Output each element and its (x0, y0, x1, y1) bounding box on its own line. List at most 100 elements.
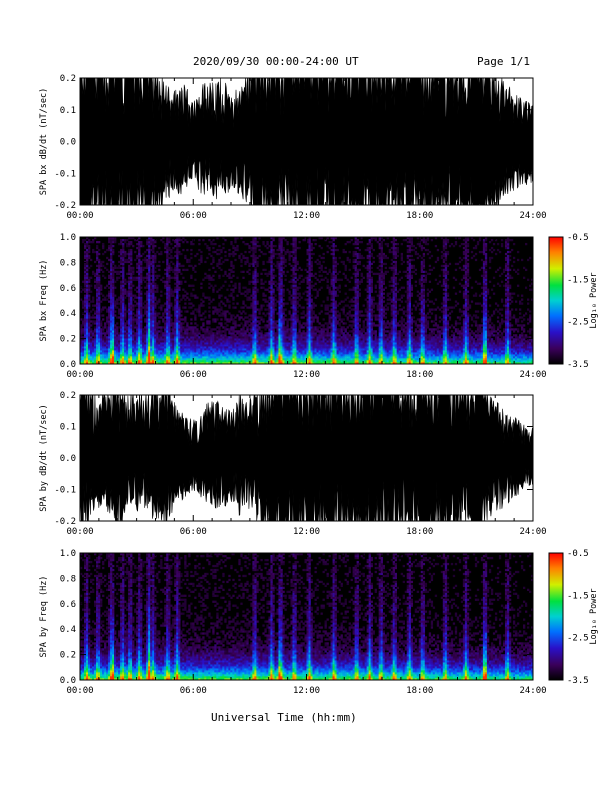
spectrogram-cell (202, 354, 205, 357)
spectrogram-cell (310, 356, 313, 359)
spectrogram-cell (140, 362, 143, 365)
spectrogram-cell (114, 360, 117, 363)
spectrogram-cell (120, 310, 123, 313)
spectrogram-cell (194, 308, 197, 311)
spectrogram-cell (286, 318, 289, 321)
spectrogram-cell (246, 256, 249, 260)
spectrogram-cell (188, 284, 191, 287)
spectrogram-cell (170, 334, 173, 337)
spectrogram-cell (108, 310, 111, 313)
spectrogram-cell (184, 342, 187, 345)
spectrogram-cell (292, 326, 295, 329)
spectrogram-cell (94, 336, 97, 339)
spectrogram-cell (258, 334, 261, 337)
spectrogram-cell (110, 316, 113, 319)
spectrogram-cell (310, 330, 313, 333)
spectrogram-cell (176, 320, 179, 323)
spectrogram-cell (128, 294, 131, 297)
spectrogram-cell (112, 336, 115, 339)
spectrogram-cell (152, 300, 155, 303)
spectrogram-cell (134, 250, 137, 254)
spectrogram-cell (278, 306, 281, 309)
spectrogram-cell (186, 328, 189, 331)
spectrogram-cell (280, 344, 283, 347)
spectrogram-cell (128, 312, 131, 315)
spectrogram-cell (256, 328, 259, 331)
spectrogram-cell (140, 326, 143, 329)
spectrogram-cell (156, 340, 159, 343)
spectrogram-cell (88, 354, 91, 357)
spectrogram-cell (202, 346, 205, 349)
spectrogram-cell (96, 322, 99, 325)
spectrogram-cell (184, 334, 187, 337)
spectrogram-cell (150, 300, 153, 303)
spectrogram-cell (278, 318, 281, 321)
spectrogram-cell (272, 322, 275, 325)
spectrogram-cell (318, 254, 321, 258)
spectrogram-cell (268, 250, 271, 254)
spectrogram-cell (106, 346, 109, 349)
spectrogram-cell (168, 338, 171, 341)
spectrogram-cell (264, 358, 267, 361)
spectrogram-cell (204, 340, 207, 343)
spectrogram-cell (110, 352, 113, 355)
spectrogram-cell (122, 342, 125, 345)
spectrogram-cell (316, 278, 319, 281)
spectrogram-cell (138, 356, 141, 359)
spectrogram-cell (234, 330, 237, 333)
spectrogram-cell (234, 334, 237, 337)
spectrogram-cell (290, 284, 293, 287)
spectrogram-cell (296, 356, 299, 359)
spectrogram-cell (176, 296, 179, 299)
spectrogram-cell (94, 344, 97, 347)
spectrogram-cell (296, 286, 299, 289)
spectrogram-cell (318, 332, 321, 335)
spectrogram-cell (136, 302, 139, 305)
spectrogram-cell (166, 348, 169, 351)
spectrogram-cell (268, 318, 271, 321)
spectrogram-cell (312, 316, 315, 319)
spectrogram-cell (314, 354, 317, 357)
spectrogram-cell (154, 336, 157, 339)
spectrogram-cell (162, 348, 165, 351)
spectrogram-cell (152, 268, 155, 272)
spectrogram-cell (96, 354, 99, 357)
spectrogram-cell (126, 328, 129, 331)
spectrogram-cell (178, 356, 181, 359)
spectrogram-cell (128, 342, 131, 345)
spectrogram-cell (114, 348, 117, 351)
spectrogram-cell (322, 348, 325, 351)
spectrogram-cell (270, 256, 273, 260)
spectrogram-cell (270, 280, 273, 283)
spectrogram-cell (224, 314, 227, 317)
spectrogram-cell (232, 346, 235, 349)
spectrogram-cell (82, 302, 85, 305)
spectrogram-cell (178, 304, 181, 307)
spectrogram-cell (156, 302, 159, 305)
spectrogram-cell (326, 312, 329, 315)
spectrogram-cell (124, 338, 127, 341)
spectrogram-cell (160, 326, 163, 329)
spectrogram-cell (176, 237, 179, 240)
spectrogram-cell (210, 334, 213, 337)
spectrogram-cell (194, 350, 197, 353)
spectrogram-cell (184, 298, 187, 301)
spectrogram-cell (264, 298, 267, 301)
spectrogram-cell (314, 260, 317, 264)
spectrogram-cell (140, 352, 143, 355)
spectrogram-cell (110, 324, 113, 327)
spectrogram-cell (174, 310, 177, 313)
spectrogram-cell (140, 286, 143, 289)
spectrogram-cell (140, 272, 143, 275)
spectrogram-cell (312, 252, 315, 256)
spectrogram-cell (234, 356, 237, 359)
spectrogram-cell (208, 314, 211, 317)
spectrogram-cell (210, 354, 213, 357)
spectrogram-cell (268, 320, 271, 323)
spectrogram-cell (176, 254, 179, 258)
spectrogram-cell (238, 288, 241, 291)
spectrogram-cell (220, 262, 223, 266)
spectrogram-cell (84, 342, 87, 345)
spectrogram-cell (166, 250, 169, 254)
spectrogram-cell (154, 256, 157, 260)
